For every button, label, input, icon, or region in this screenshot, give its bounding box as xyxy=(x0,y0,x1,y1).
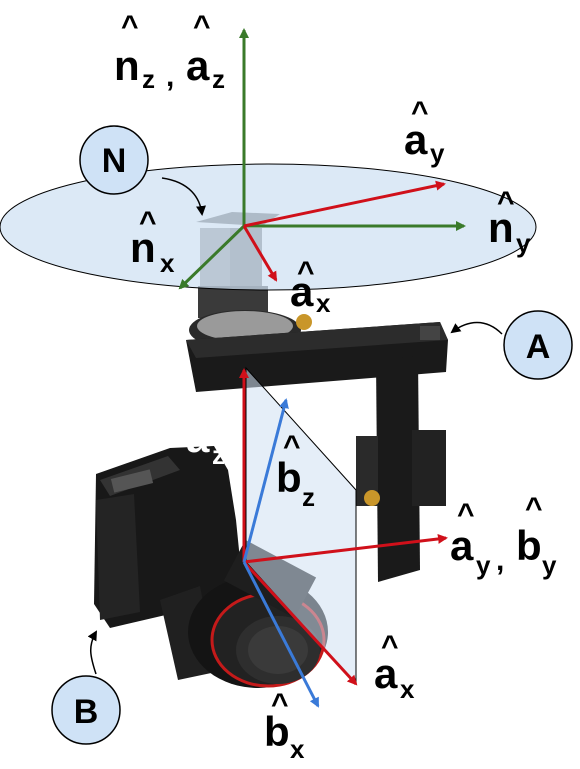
svg-text:^: ^ xyxy=(297,256,315,289)
svg-text:x: x xyxy=(400,674,415,704)
svg-text:,: , xyxy=(496,544,504,577)
svg-text:b: b xyxy=(264,708,290,755)
label-az-sub: z xyxy=(212,64,225,94)
b-x-axis xyxy=(242,561,320,708)
frame-B-callout: B xyxy=(51,630,121,745)
label-ax-lower: ^ a x xyxy=(374,630,415,704)
label-ay-upper: ^ a y xyxy=(404,96,445,168)
frame-A-label: A xyxy=(526,328,551,366)
svg-text:y: y xyxy=(542,550,557,580)
svg-text:x: x xyxy=(160,248,175,278)
label-by-base: b xyxy=(516,522,542,569)
svg-text:n: n xyxy=(130,224,156,271)
svg-text:a: a xyxy=(374,650,398,697)
label-ay-by: ^ a y , ^ b y xyxy=(450,492,557,580)
svg-text:^: ^ xyxy=(121,10,139,43)
svg-text:^: ^ xyxy=(411,96,429,129)
svg-text:x: x xyxy=(316,288,331,318)
label-bx: ^ b x xyxy=(264,688,305,764)
frame-B-label: B xyxy=(74,693,99,731)
svg-text:,: , xyxy=(166,60,174,93)
label-nz-az: ^ n z , ^ a z xyxy=(114,10,225,94)
frame-N-callout: N xyxy=(79,125,206,216)
svg-text:^: ^ xyxy=(271,688,289,721)
svg-text:a: a xyxy=(290,268,314,315)
svg-text:^: ^ xyxy=(525,492,543,525)
frame-A-callout: A xyxy=(450,310,573,380)
svg-text:z: z xyxy=(212,440,225,470)
svg-text:^: ^ xyxy=(139,206,157,239)
frame-N-label: N xyxy=(102,142,127,180)
label-ay-lower-base: a xyxy=(450,522,474,569)
lower-frame-axes xyxy=(239,368,448,708)
svg-text:^: ^ xyxy=(283,430,301,463)
a-x-axis-upper xyxy=(242,225,278,282)
a-y-axis-upper xyxy=(243,180,446,228)
b-z-axis xyxy=(242,398,289,563)
svg-text:^: ^ xyxy=(457,498,475,531)
svg-text:^: ^ xyxy=(497,186,515,219)
label-az-lower: ^ a z xyxy=(186,394,225,470)
svg-text:y: y xyxy=(476,550,491,580)
svg-text:^: ^ xyxy=(193,10,211,43)
svg-text:a: a xyxy=(186,414,210,461)
svg-text:y: y xyxy=(516,228,531,258)
label-nz-base: n xyxy=(114,42,140,89)
label-az-base: a xyxy=(186,42,210,89)
svg-text:^: ^ xyxy=(193,394,211,427)
label-ax-upper: ^ a x xyxy=(290,256,331,318)
svg-text:n: n xyxy=(488,204,514,251)
label-nz-sub: z xyxy=(142,64,155,94)
svg-text:x: x xyxy=(290,734,305,764)
a-x-axis-lower xyxy=(242,560,358,686)
svg-text:a: a xyxy=(404,116,428,163)
a-y-axis-lower xyxy=(243,533,448,564)
svg-text:^: ^ xyxy=(381,630,399,663)
svg-text:b: b xyxy=(276,454,302,501)
label-bz: ^ b z xyxy=(276,430,315,512)
label-nx: ^ n x xyxy=(130,206,175,278)
n-x-axis xyxy=(178,224,246,290)
svg-text:z: z xyxy=(302,482,315,512)
upper-frame-axes xyxy=(178,28,466,290)
svg-text:y: y xyxy=(430,138,445,168)
label-ny: ^ n y xyxy=(488,186,531,258)
